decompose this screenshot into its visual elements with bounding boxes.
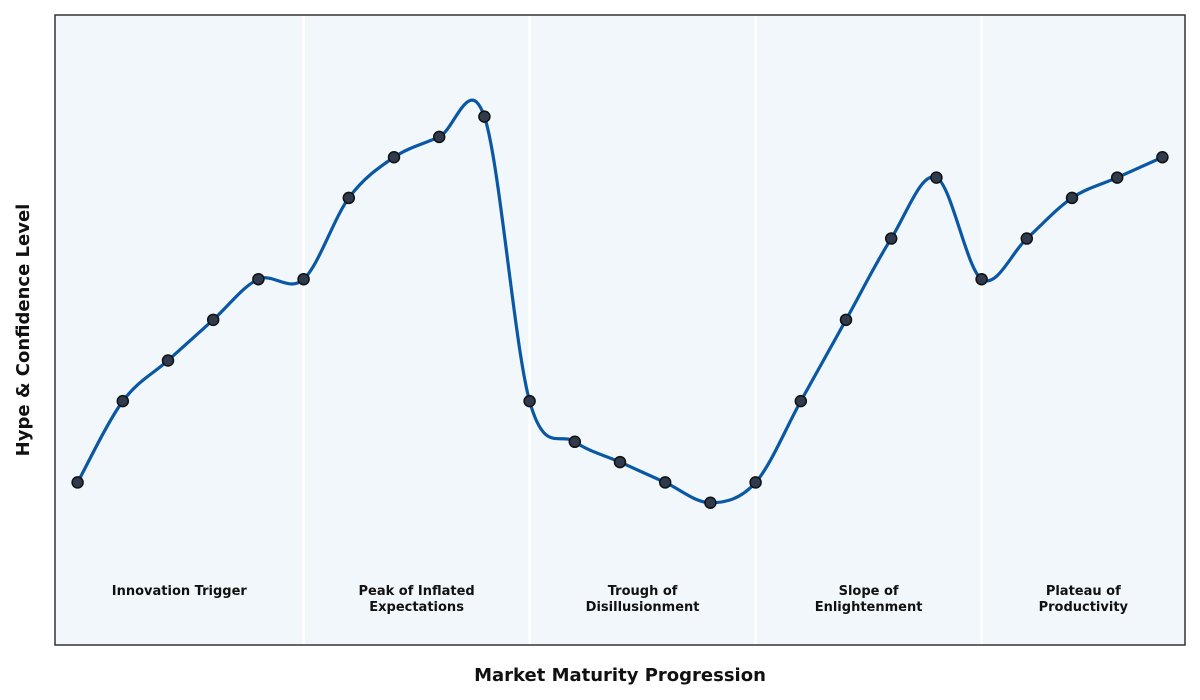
data-point [658,476,672,489]
data-point [839,313,853,327]
hype-curve-line [76,98,1164,505]
data-point [568,435,582,449]
plot-background [55,15,1185,645]
data-point [116,394,130,408]
phase-label: Productivity [1039,600,1129,615]
data-point [1065,191,1079,205]
data-point [523,394,536,408]
data-point [432,130,446,144]
data-point [297,272,310,286]
data-point [975,272,988,286]
phase-label: Trough of [608,584,678,599]
data-point [884,232,898,245]
data-point [613,455,627,469]
plot-frame [54,14,1186,646]
data-point [1020,232,1034,245]
data-point [161,354,175,367]
x-axis-label: Market Maturity Progression [474,665,766,686]
data-point [930,171,943,184]
data-point [478,110,491,123]
phase-labels: Innovation Trigger Peak of InflatedExpect… [112,584,1129,615]
phase-label: Peak of Inflated [358,584,474,599]
data-points [71,110,1169,509]
data-point [71,476,84,489]
data-point [1110,171,1124,184]
data-point [749,476,762,489]
phase-label: Plateau of [1046,584,1121,599]
y-axis-label: Hype & Confidence Level [13,204,34,457]
phase-dividers [302,15,983,645]
data-point [1156,151,1169,164]
phase-label: Innovation Trigger [112,584,248,599]
data-point [704,496,717,509]
phase-label: Expectations [369,600,464,615]
data-point [342,191,356,205]
data-point [387,151,401,164]
data-point [206,313,220,327]
phase-label: Enlightenment [815,600,923,615]
data-point [794,394,808,408]
phase-label: Slope of [839,584,899,599]
phase-label: Disillusionment [586,600,700,615]
data-point [252,272,265,286]
